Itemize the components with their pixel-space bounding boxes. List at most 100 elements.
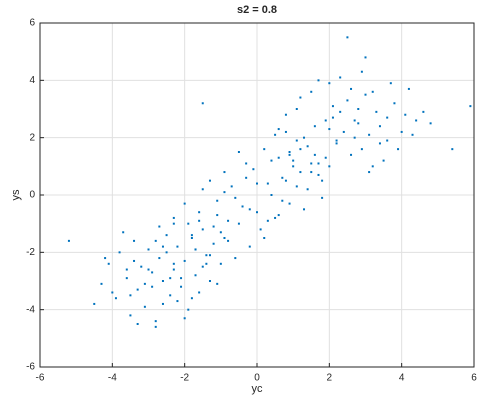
point	[219, 262, 222, 265]
point	[328, 82, 331, 85]
point	[284, 130, 287, 133]
point	[151, 285, 154, 288]
point	[180, 277, 183, 280]
point	[201, 102, 204, 105]
point	[310, 171, 313, 174]
point	[198, 291, 201, 294]
point	[183, 259, 186, 262]
point	[187, 222, 190, 225]
point	[451, 148, 454, 151]
point	[216, 199, 219, 202]
point	[295, 139, 298, 142]
point	[371, 165, 374, 168]
point	[169, 277, 172, 280]
point	[208, 280, 211, 282]
point	[201, 265, 204, 268]
x-tick-label: 0	[254, 373, 260, 384]
point	[270, 194, 273, 196]
point	[321, 179, 324, 182]
point	[353, 136, 356, 139]
x-tick-label: 4	[399, 373, 405, 384]
point	[154, 239, 157, 242]
point	[288, 153, 291, 156]
point	[256, 211, 258, 214]
point	[335, 139, 338, 142]
point	[208, 254, 211, 257]
point	[270, 159, 273, 162]
point	[234, 257, 237, 260]
y-tick-label: -2	[26, 247, 35, 258]
point	[172, 216, 175, 219]
point	[230, 185, 233, 188]
point	[386, 139, 389, 142]
point	[133, 259, 136, 262]
point	[216, 214, 219, 217]
point	[194, 274, 197, 277]
point	[100, 282, 103, 285]
y-axis-label: ys	[10, 189, 22, 201]
point	[147, 248, 150, 251]
point	[303, 208, 306, 211]
point	[223, 237, 226, 239]
point	[237, 151, 240, 153]
point	[375, 110, 378, 113]
point	[295, 185, 298, 188]
point	[335, 142, 338, 145]
point	[306, 145, 309, 148]
point	[350, 153, 353, 156]
point	[284, 179, 287, 182]
y-tick-label: 4	[29, 75, 35, 86]
point	[400, 130, 403, 133]
point	[237, 222, 240, 225]
point	[310, 90, 313, 93]
point	[140, 265, 143, 268]
point	[324, 119, 327, 122]
point	[143, 282, 146, 285]
point	[342, 130, 345, 133]
point	[248, 245, 251, 248]
point	[212, 225, 215, 228]
point	[295, 108, 298, 110]
point	[161, 245, 164, 248]
point	[357, 108, 360, 110]
point	[364, 93, 367, 96]
point	[274, 216, 277, 219]
point	[169, 294, 172, 297]
point	[212, 242, 215, 245]
point	[284, 113, 287, 116]
y-tick-label: -4	[26, 304, 35, 315]
point	[161, 302, 164, 305]
point	[281, 199, 284, 202]
point	[165, 234, 168, 237]
point	[190, 297, 193, 300]
point	[201, 228, 204, 231]
point	[317, 173, 320, 176]
point	[331, 105, 334, 108]
point	[129, 314, 132, 317]
point	[176, 300, 179, 303]
point	[407, 87, 410, 90]
point	[382, 159, 385, 162]
point	[292, 165, 295, 168]
point	[223, 171, 226, 174]
point	[288, 151, 291, 153]
point	[172, 262, 175, 265]
point	[360, 70, 363, 73]
point	[256, 182, 258, 185]
point	[299, 171, 302, 174]
point	[234, 196, 237, 199]
point	[469, 105, 472, 108]
point	[205, 254, 208, 257]
point	[277, 128, 280, 131]
point	[386, 116, 389, 119]
point	[259, 228, 262, 231]
point	[317, 162, 320, 165]
point	[339, 110, 342, 113]
point	[368, 171, 371, 174]
point	[299, 96, 302, 99]
point	[397, 148, 400, 151]
point	[378, 125, 381, 128]
point	[292, 159, 295, 162]
point	[357, 122, 360, 125]
